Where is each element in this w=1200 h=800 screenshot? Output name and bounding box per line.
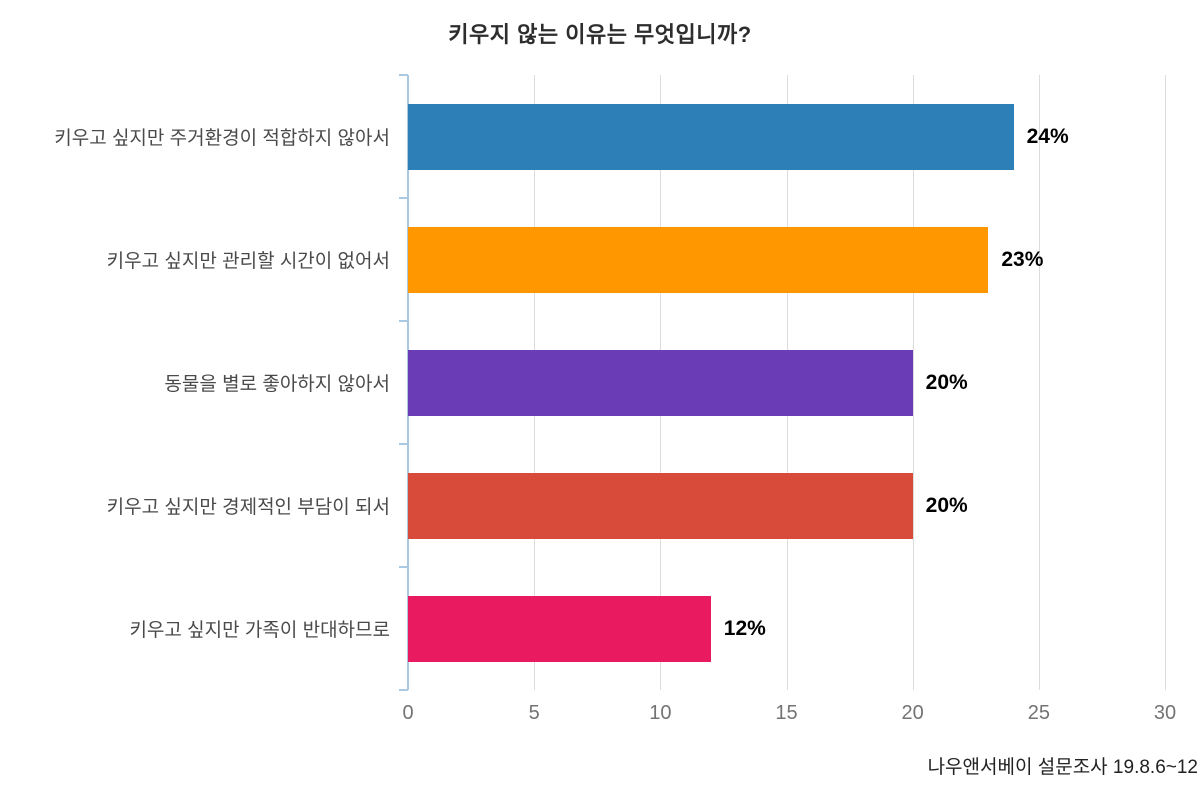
x-tick-label: 30: [1153, 702, 1177, 724]
x-tick-label: 20: [901, 702, 924, 724]
x-tick-label: 0: [402, 702, 414, 724]
gridline: [1038, 75, 1040, 690]
x-tick-label: 15: [775, 702, 798, 724]
y-axis-tick: [399, 197, 408, 199]
bar-value-label: 12%: [723, 616, 766, 640]
bar-value-label: 23%: [1001, 247, 1044, 271]
x-tick-label: 5: [528, 702, 540, 724]
bar-1: [408, 103, 1014, 170]
gridline: [912, 75, 914, 690]
plot-area: 24% 23% 20% 20% 12%: [399, 74, 1166, 691]
category-label: 키우고 싶지만 경제적인 부담이 되서: [106, 497, 390, 518]
y-axis-tick: [399, 443, 408, 445]
x-tick-label: 25: [1027, 702, 1050, 724]
y-axis-tick: [399, 566, 408, 568]
bar-2: [408, 226, 989, 293]
y-axis-tick: [399, 689, 408, 691]
bar-row: 12%: [408, 567, 1165, 690]
bar-value-label: 20%: [925, 493, 968, 517]
bar-row: 23%: [408, 198, 1165, 321]
x-tick-label: 10: [649, 702, 672, 724]
category-label: 키우고 싶지만 주거환경이 적합하지 않아서: [54, 128, 390, 149]
bar-value-label: 24%: [1026, 124, 1069, 148]
bar-value-label: 20%: [925, 370, 968, 394]
source-caption: 나우앤서베이 설문조사 19.8.6~12: [927, 757, 1198, 778]
bar-row: 20%: [408, 321, 1165, 444]
y-axis-tick: [399, 74, 408, 76]
gridline: [1165, 75, 1166, 690]
chart-title: 키우지 않는 이유는 무엇입니까?: [448, 22, 752, 47]
x-axis: 0 5 10 15 20 25 30: [402, 702, 1176, 732]
bar-4: [408, 472, 913, 539]
bar-row: 20%: [408, 444, 1165, 567]
category-label: 키우고 싶지만 가족이 반대하므로: [129, 620, 390, 641]
bar-5: [408, 595, 711, 662]
category-label: 키우고 싶지만 관리할 시간이 없어서: [106, 251, 390, 272]
category-label: 동물을 별로 좋아하지 않아서: [164, 374, 390, 395]
bar-3: [408, 349, 913, 416]
bar-row: 24%: [408, 75, 1165, 198]
y-axis-tick: [399, 320, 408, 322]
